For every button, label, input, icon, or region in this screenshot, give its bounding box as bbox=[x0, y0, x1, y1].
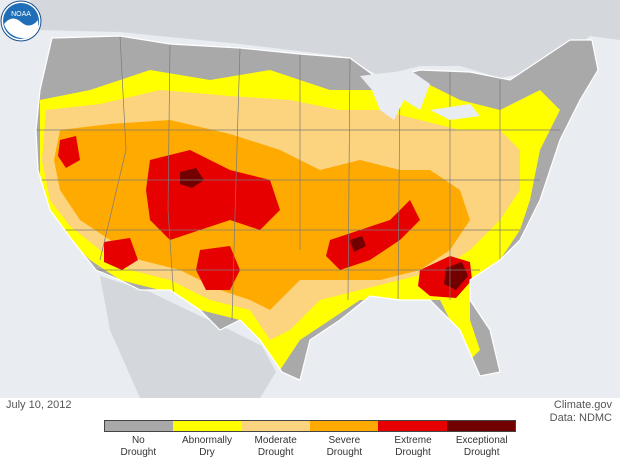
credit-source: Climate.gov bbox=[553, 399, 612, 411]
legend-label-extreme-drought: Extreme Drought bbox=[394, 435, 432, 458]
credit-block: Climate.gov Data: NDMC bbox=[550, 399, 612, 425]
map-date: July 10, 2012 bbox=[6, 399, 72, 411]
legend-label-abnormally-dry: Abnormally Dry bbox=[181, 435, 233, 458]
exceptional-drought-area-mid bbox=[350, 236, 366, 252]
legend-swatch-abnormally-dry bbox=[173, 421, 242, 431]
legend: No Drought Abnormally Dry Moderate Drought … bbox=[104, 420, 516, 464]
legend-swatch-extreme-drought bbox=[378, 421, 447, 431]
canada-land bbox=[30, 0, 620, 78]
legend-swatch-no-drought bbox=[105, 421, 174, 431]
legend-label-severe-drought: Severe Drought bbox=[326, 435, 363, 458]
exceptional-drought-area-co bbox=[180, 168, 204, 188]
legend-label-no-drought: No Drought bbox=[120, 435, 157, 458]
legend-labels: No Drought Abnormally Dry Moderate Drought … bbox=[104, 435, 516, 459]
legend-swatches bbox=[104, 420, 516, 432]
credit-data: Data: NDMC bbox=[549, 412, 612, 424]
great-lakes bbox=[360, 70, 480, 120]
mexico-land bbox=[100, 276, 276, 398]
noaa-logo-icon: NOAA bbox=[0, 0, 42, 42]
extreme-drought-area-nw bbox=[58, 136, 80, 168]
legend-swatch-exceptional-drought bbox=[446, 421, 515, 431]
extreme-drought-area-west bbox=[146, 150, 280, 240]
legend-swatch-moderate-drought bbox=[241, 421, 310, 431]
extreme-drought-area-midsouth bbox=[326, 200, 420, 270]
svg-text:NOAA: NOAA bbox=[11, 11, 31, 18]
legend-swatch-severe-drought bbox=[309, 421, 379, 431]
legend-label-moderate-drought: Moderate Drought bbox=[254, 435, 297, 458]
extreme-drought-area-south bbox=[196, 246, 240, 290]
us-outline bbox=[35, 35, 599, 381]
extreme-drought-area-ca bbox=[104, 238, 138, 270]
drought-map: NOAA bbox=[0, 0, 620, 398]
state-borders bbox=[36, 36, 560, 321]
us-drought-map-svg bbox=[30, 0, 620, 398]
legend-label-exceptional-drought: Exceptional Drought bbox=[455, 435, 508, 458]
